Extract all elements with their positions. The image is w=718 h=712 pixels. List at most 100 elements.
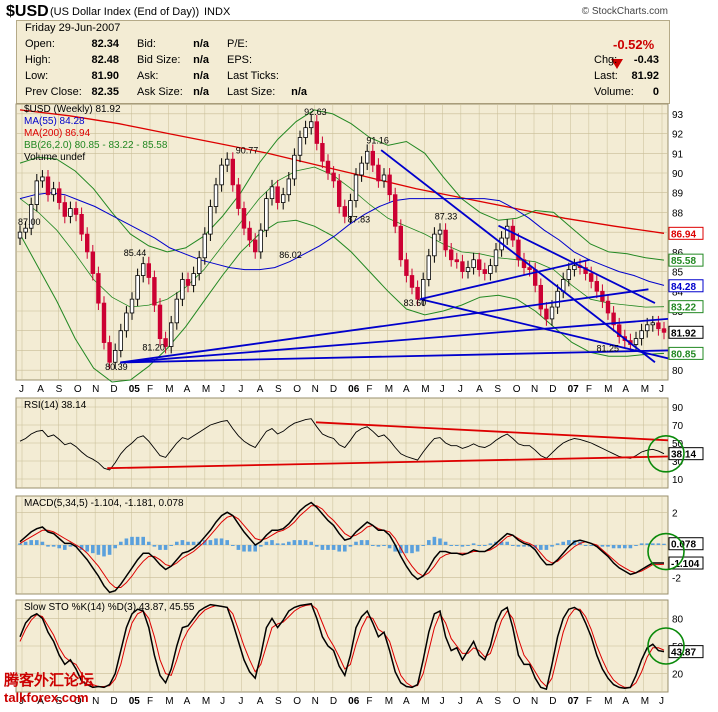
macd-histogram-bar (298, 540, 302, 545)
price-candle (605, 300, 611, 314)
macd-histogram-bar (191, 541, 196, 545)
macd-histogram-bar (483, 545, 487, 546)
macd-title: MACD(5,34,5) -1.104, -1.181, 0.078 (24, 498, 184, 509)
price-candle (432, 233, 437, 257)
macd-signal-line (19, 505, 665, 588)
macd-histogram-bar (79, 545, 84, 550)
high-label: High: (25, 54, 51, 66)
macd-histogram-bar (337, 545, 341, 552)
macd-histogram-bar (169, 545, 173, 546)
macd-histogram-bar (628, 545, 633, 549)
macd-histogram-bar (57, 545, 61, 549)
price-price-tag (668, 325, 704, 339)
change-percent: -0.52% (613, 37, 655, 52)
price-annotation: 90.77 (236, 145, 259, 155)
sto-x-axis-label: D (549, 696, 556, 707)
sto-x-axis-label: S (494, 696, 501, 707)
prev-close-value: 82.35 (91, 86, 119, 98)
macd-histogram-bar (623, 545, 627, 549)
macd-histogram-bar (180, 540, 185, 545)
sto-x-axis-label: O (293, 696, 301, 707)
price-candle (611, 312, 616, 326)
macd-histogram-bar (583, 545, 588, 546)
x-axis-label: M (385, 384, 393, 395)
last-size-label: Last Size: (227, 86, 276, 98)
macd-histogram-bar (488, 543, 493, 545)
last-ticks-label: Last Ticks: (227, 70, 279, 82)
x-axis-label: D (549, 384, 556, 395)
price-tick-label: 80 (672, 366, 684, 377)
price-candle (57, 188, 62, 203)
sto-x-axis-label: F (147, 696, 153, 707)
macd-histogram-bar (376, 545, 381, 547)
sto-x-axis-label: D (330, 696, 337, 707)
price-candle (325, 160, 331, 174)
rsi-line (19, 418, 665, 471)
pe-label: P/E: (227, 38, 248, 50)
macd-histogram-bar (147, 541, 151, 545)
sto-tick-label: 20 (672, 670, 684, 681)
price-candle (437, 229, 443, 235)
macd-histogram-bar (331, 545, 336, 550)
macd-price-tag (668, 537, 704, 551)
price-candle (471, 259, 476, 269)
x-axis-label: A (403, 384, 410, 395)
rsi-resistance-line (315, 421, 669, 442)
sto-x-axis-label: J (220, 696, 225, 707)
sto-x-axis-label: O (513, 696, 521, 707)
macd-histogram-bar (432, 536, 437, 545)
price-legend-entry: MA(200) 86.94 (24, 128, 91, 139)
price-candle (168, 322, 174, 347)
price-candle (113, 350, 118, 363)
price-candle (656, 322, 661, 330)
macd-histogram-bar (617, 545, 621, 549)
macd-histogram-bar (320, 545, 325, 550)
watermark-en: talkforex.com (4, 690, 89, 705)
price-price-tag-label: 84.28 (671, 282, 696, 293)
macd-histogram-bar (85, 545, 89, 552)
price-trendline (120, 349, 669, 364)
macd-histogram-bar (415, 545, 420, 552)
price-tick-label: 86 (672, 248, 684, 259)
macd-histogram-bar (600, 545, 605, 547)
macd-line (19, 501, 664, 594)
sto-price-tag (668, 645, 704, 659)
price-candle (639, 330, 644, 340)
price-annotation: 87.33 (435, 211, 458, 221)
price-candle (51, 188, 56, 196)
sto-tick-label: 80 (672, 614, 684, 625)
macd-histogram-bar (516, 545, 521, 547)
sto-x-axis-label: S (56, 696, 63, 707)
macd-histogram-bar (203, 540, 207, 545)
price-annotation: 80.39 (105, 362, 128, 372)
bid-size-label: Bid Size: (137, 54, 181, 66)
bid-value: n/a (193, 38, 209, 50)
chg-value: -0.43 (633, 54, 659, 66)
price-trendline (380, 149, 656, 363)
macd-histogram-bar (102, 545, 106, 557)
copyright-text[interactable]: © StockCharts.com (581, 6, 668, 17)
x-axis-label: A (37, 384, 44, 395)
sto-x-axis-label: 07 (568, 696, 580, 707)
price-candle (549, 306, 555, 320)
rsi-tick-label: 70 (672, 421, 684, 432)
price-candle (264, 198, 269, 231)
price-candle (17, 231, 23, 239)
price-candle (85, 233, 90, 253)
macd-histogram-bar (471, 543, 476, 545)
macd-tick-label: -2 (672, 574, 681, 585)
price-annotation: 83.60 (404, 298, 427, 308)
macd-histogram-bar (387, 545, 392, 549)
price-candle (538, 284, 543, 310)
price-candle (157, 304, 163, 340)
macd-histogram-bar (275, 543, 280, 545)
sto-x-axis-label: M (202, 696, 210, 707)
sto-x-axis-label: A (257, 696, 264, 707)
price-tick-label: 93 (672, 110, 684, 121)
price-candle (219, 164, 224, 186)
last-size-value: n/a (291, 86, 307, 98)
price-candle (191, 273, 196, 286)
price-trendline (420, 258, 590, 301)
price-candle (202, 233, 207, 259)
